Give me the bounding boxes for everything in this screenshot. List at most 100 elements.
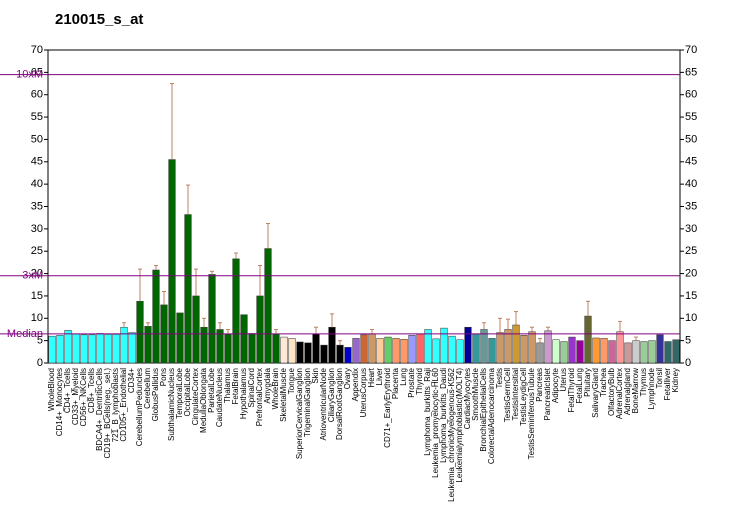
x-tick-label: TestisLeydigCell [519,368,528,426]
bar [144,326,152,364]
bar [456,339,464,364]
y2-tick-label: 20 [685,267,697,279]
y-tick-label: 60 [31,89,43,101]
x-tick-label: CD33+_Myeloid [71,368,80,425]
x-tick-label: CD19+_BCells(neg._sel.) [103,368,112,459]
y-tick-label: 30 [31,223,43,235]
x-tick-label: SubthalamicNucleus [167,368,176,441]
x-tick-label: CD34+ [127,368,136,393]
x-tick-label: UterusCorpus [359,368,368,417]
x-tick-label: Lung [399,368,408,386]
x-tick-label: Hypothalamus [239,368,248,419]
bar [112,334,120,364]
y-tick-label: 55 [31,111,43,123]
x-tick-label: CD71+_EarlyErythroid [383,368,392,448]
bar [48,335,56,364]
y2-tick-label: 65 [685,66,697,78]
y-tick-label: 5 [37,335,43,347]
x-tick-label: Fetalliver [663,368,672,401]
x-tick-label: Leukemialymphoblastic(MOLT4) [455,368,464,483]
bar [664,341,672,364]
bar [432,338,440,364]
x-tick-label: TestisGermCell [503,368,512,422]
x-tick-label: CiliaryGanglion [327,368,336,422]
x-tick-label: Placenta [391,367,400,399]
x-tick-label: SkeletalMuscle [279,367,288,421]
bar [424,329,432,364]
x-tick-label: Amygdala [263,367,272,403]
bar [496,332,504,364]
x-tick-label: Thalamus [223,368,232,403]
x-tick-label: Lymphoma_burkitts_Daudi [439,368,448,463]
bar [504,329,512,364]
x-tick-label: BronchialEpithelialCells [479,368,488,452]
bar [128,332,136,364]
y-tick-label: 25 [31,245,43,257]
bar [472,333,480,364]
x-tick-label: SpinalCord [247,368,256,408]
bar [640,341,648,364]
bar [576,340,584,364]
x-tick-label: Adipocyte [551,367,560,403]
x-tick-label: WholeBrain [271,368,280,409]
bar [88,334,96,364]
bar [512,324,520,364]
y2-tick-label: 30 [685,223,697,235]
bar [624,342,632,364]
bar [256,295,264,364]
bar [352,338,360,364]
x-tick-label: FetalThyroid [567,368,576,412]
x-tick-label: GlobusPallidus [151,368,160,421]
bar [544,330,552,364]
y2-tick-label: 50 [685,133,697,145]
y-tick-label: 10 [31,312,43,324]
bar [616,331,624,364]
bar [200,326,208,364]
bar [384,336,392,364]
x-tick-label: Uterus [559,368,568,392]
bar [528,331,536,364]
reference-label: Median [7,328,43,340]
bar [536,342,544,364]
x-tick-label: Thymus [639,368,648,396]
y-tick-label: 40 [31,178,43,190]
y-tick-label: 70 [31,44,43,56]
bar [304,342,312,364]
bar [136,301,144,364]
bar [176,312,184,364]
y-tick-label: 45 [31,156,43,168]
bar [464,326,472,364]
y-tick-label: 35 [31,200,43,212]
bar [552,339,560,364]
bar [360,334,368,364]
y-tick-label: 50 [31,133,43,145]
x-tick-label: CD14+_Monocytes [55,368,64,436]
x-tick-label: CD4+_Tcells [63,368,72,413]
x-tick-label: Leukemia_chronicMyelogenous-K562 [447,367,456,501]
bar [440,327,448,364]
x-tick-label: Leukemia_promyelocytic-HL60 [431,367,440,477]
x-tick-label: CD56+_NKCells [79,368,88,426]
bar [64,330,72,364]
x-tick-label: Heart [367,367,376,387]
reference-label: 3xM [22,270,43,282]
x-tick-label: CingulateCortex [191,368,200,425]
x-tick-label: Skin [311,368,320,384]
y2-tick-label: 5 [685,335,691,347]
bar [488,338,496,364]
bar [312,333,320,364]
bar [592,337,600,364]
x-tick-label: Tonsil [655,368,664,389]
reference-label: 10xM [16,68,43,80]
bar [80,334,88,364]
x-tick-label: CerebellumPeduncles [135,368,144,446]
bar [248,333,256,364]
x-tick-label: 721_B_lymphoblasts [111,368,120,442]
x-tick-label: MedullaOblongata [199,367,208,432]
y2-tick-label: 70 [685,44,697,56]
x-tick-label: TrigeminalGanglion [303,368,312,437]
bar [288,338,296,364]
x-tick-label: BoneMarrow [631,368,640,414]
